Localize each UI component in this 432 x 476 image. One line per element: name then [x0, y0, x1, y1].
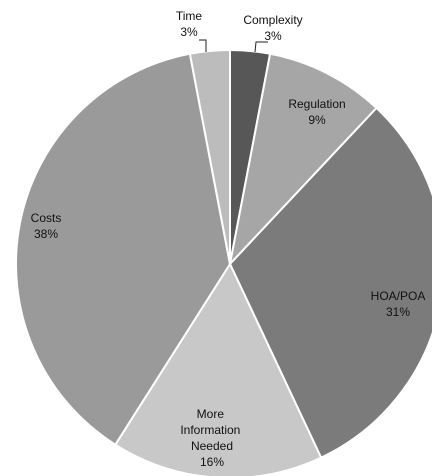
slice-value-hoa-poa: 31% [386, 305, 410, 319]
pie-slice-more-information-needed [113, 261, 323, 476]
pie-slice-regulation [228, 52, 378, 268]
slice-label-more-information-needed-line-1: More [197, 407, 225, 421]
pie-slice-costs [15, 52, 232, 447]
slice-label-hoa-poa: HOA/POA [371, 289, 426, 303]
slice-value-more-information-needed: 16% [200, 455, 224, 469]
slice-label-complexity: Complexity [243, 13, 302, 27]
slice-value-costs: 38% [34, 227, 58, 241]
leader-lines [199, 39, 268, 53]
slice-label-costs: Costs [31, 211, 62, 225]
slice-label-regulation: Regulation [288, 97, 345, 111]
slice-value-complexity: 3% [264, 29, 282, 43]
slice-label-more-information-needed: More Information Needed [180, 407, 243, 453]
leader-line-complexity [254, 41, 268, 53]
slice-label-time: Time [176, 9, 203, 23]
slice-value-time: 3% [180, 25, 198, 39]
pie-slice-time [188, 48, 231, 265]
slice-label-more-information-needed-line-3: Needed [191, 439, 233, 453]
leader-line-time [199, 39, 207, 52]
slice-value-regulation: 9% [308, 113, 326, 127]
pie-slices [15, 48, 432, 476]
slice-labels: Complexity 3% Regulation 9% HOA/POA 31% … [31, 9, 426, 469]
slice-label-more-information-needed-line-2: Information [180, 423, 240, 437]
